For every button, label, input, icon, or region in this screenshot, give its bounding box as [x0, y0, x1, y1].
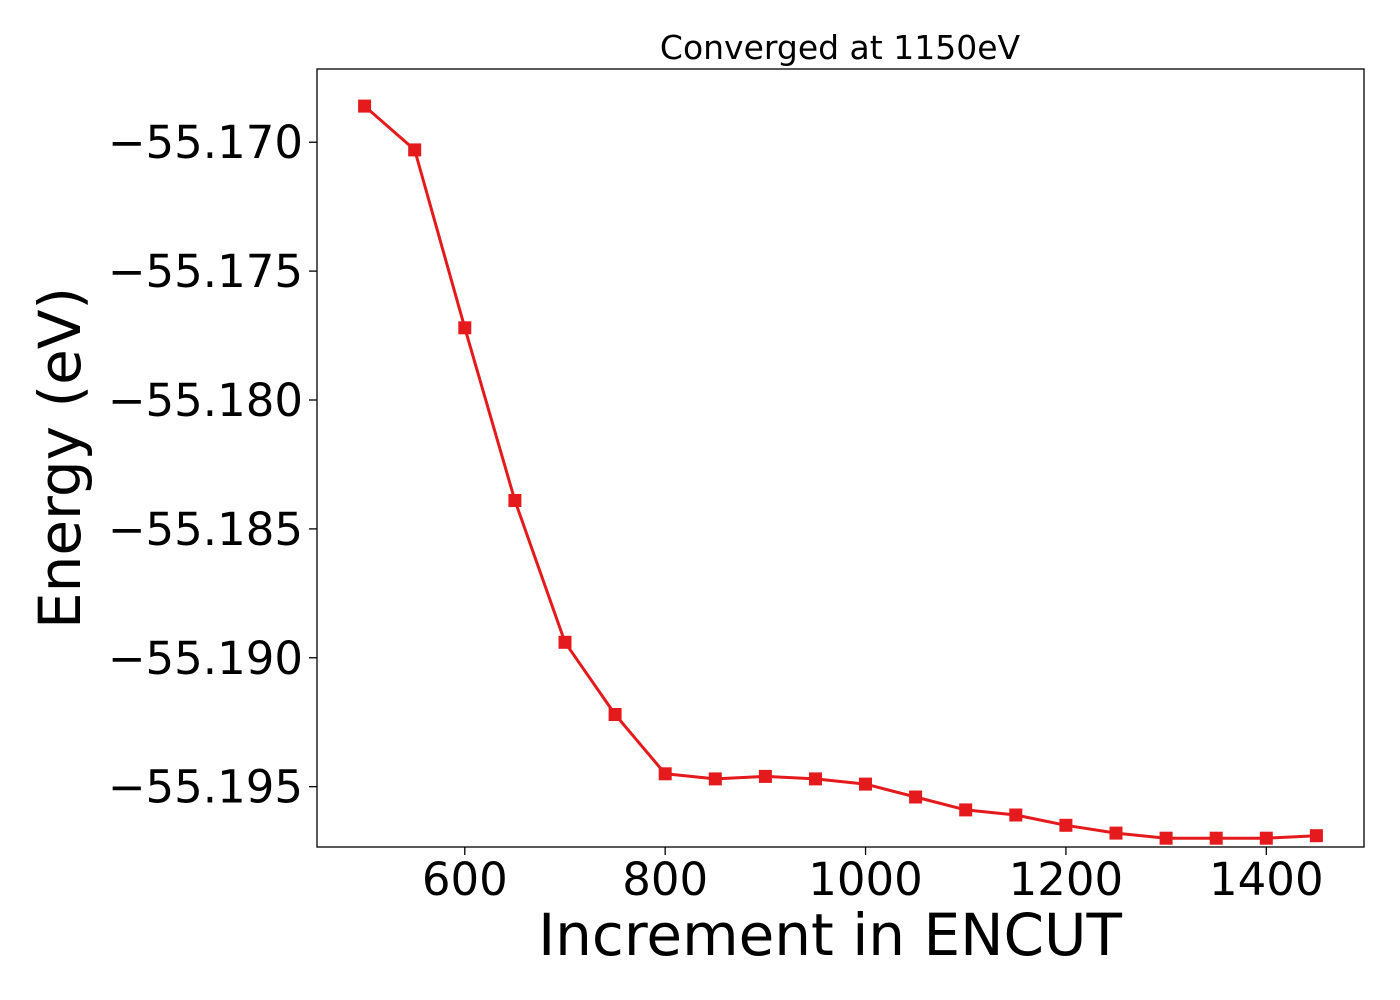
series-markers	[358, 99, 1323, 845]
data-point	[558, 635, 572, 649]
data-point	[859, 777, 872, 791]
data-point	[1159, 831, 1173, 845]
data-point	[608, 708, 622, 721]
data-point	[809, 772, 822, 786]
x-tick-label: 1400	[1209, 853, 1324, 906]
x-tick-label: 800	[622, 853, 708, 906]
y-axis-ticks: −55.170 −55.175 −55.180 −55.185 −55.190 −55.1…	[108, 116, 317, 814]
plot-area	[316, 68, 1365, 848]
data-point	[658, 767, 672, 781]
data-point	[1059, 818, 1073, 832]
x-tick-label: 600	[422, 853, 508, 906]
data-point	[708, 772, 722, 786]
data-point	[959, 803, 973, 817]
x-axis-label: Increment in ENCUT	[538, 901, 1122, 969]
data-point	[408, 143, 422, 157]
data-point	[1259, 831, 1273, 845]
data-point	[1209, 831, 1223, 845]
y-tick-label: −55.190	[108, 632, 303, 685]
data-point	[358, 99, 372, 113]
data-point	[1309, 829, 1323, 843]
chart-title: Converged at 1150eV	[660, 28, 1021, 67]
data-point	[1009, 808, 1023, 822]
x-axis-ticks: 600 800 1000 1200 1400	[422, 847, 1324, 906]
y-tick-label: −55.175	[108, 245, 303, 298]
data-point	[758, 769, 772, 783]
data-point	[1109, 826, 1123, 840]
data-point	[909, 790, 923, 804]
y-tick-label: −55.185	[108, 503, 303, 556]
series-line	[363, 104, 1317, 840]
y-tick-label: −55.195	[108, 761, 303, 814]
x-tick-label: 1200	[1009, 853, 1124, 906]
y-tick-label: −55.170	[108, 116, 303, 169]
y-tick-label: −55.180	[108, 374, 303, 427]
data-point	[458, 321, 472, 335]
x-tick-label: 1000	[808, 853, 923, 906]
data-point	[508, 494, 522, 507]
y-axis-label: Energy (eV)	[26, 287, 94, 629]
